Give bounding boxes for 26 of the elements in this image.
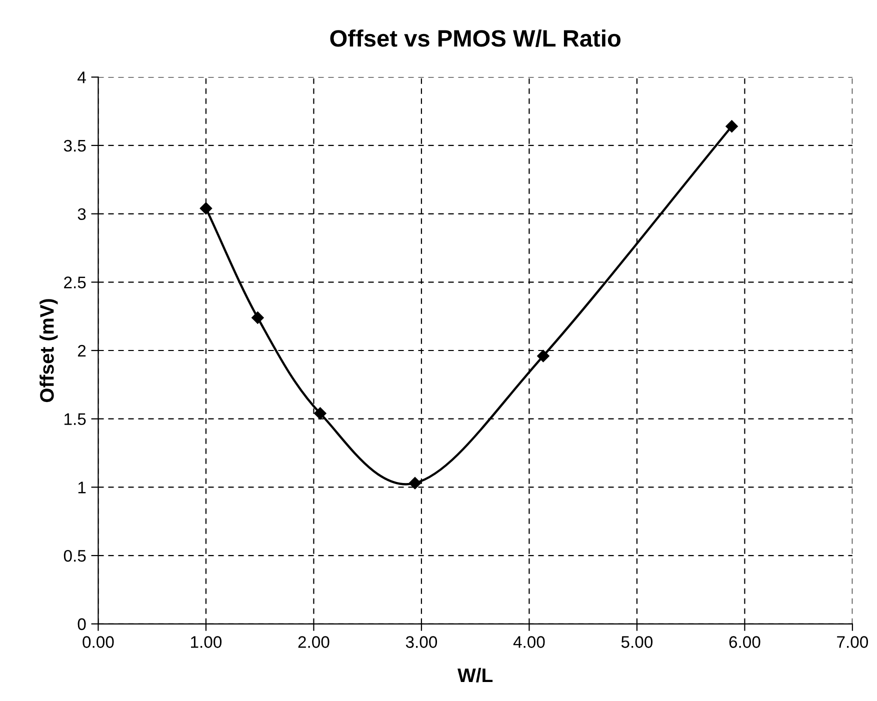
x-tick-label: 1.00 (191, 636, 222, 648)
point (408, 477, 422, 490)
y-tick-label: 1 (78, 482, 86, 494)
y-tick-label: 4 (78, 72, 86, 84)
x-tick-label: 5.00 (621, 636, 653, 648)
y-tick-label: 0 (78, 618, 86, 630)
x-tick-label: 2.00 (298, 636, 330, 648)
x-tick-label: 0.00 (82, 636, 114, 648)
x-tick-label: 7.00 (837, 636, 868, 648)
x-tick-label: 4.00 (513, 636, 545, 648)
x-axis-title: W/L (458, 668, 493, 682)
point (537, 350, 550, 362)
y-tick-label: 1.5 (64, 413, 86, 426)
point (314, 407, 326, 420)
y-tick-label: 3 (78, 208, 86, 220)
point (200, 202, 212, 214)
y-axis-title: Offset (mV) (40, 299, 58, 402)
chart-title: Offset vs PMOS W/L Ratio (330, 29, 620, 48)
x-tick-label: 6.00 (729, 636, 760, 648)
x-tick-label: 3.00 (406, 636, 438, 648)
point (252, 312, 264, 324)
y-tick-label: 3.5 (64, 140, 86, 152)
y-tick-label: 2 (78, 344, 86, 357)
y-tick-label: 2.5 (64, 276, 86, 288)
y-tick-label: 0.5 (64, 550, 86, 562)
point (726, 120, 738, 132)
